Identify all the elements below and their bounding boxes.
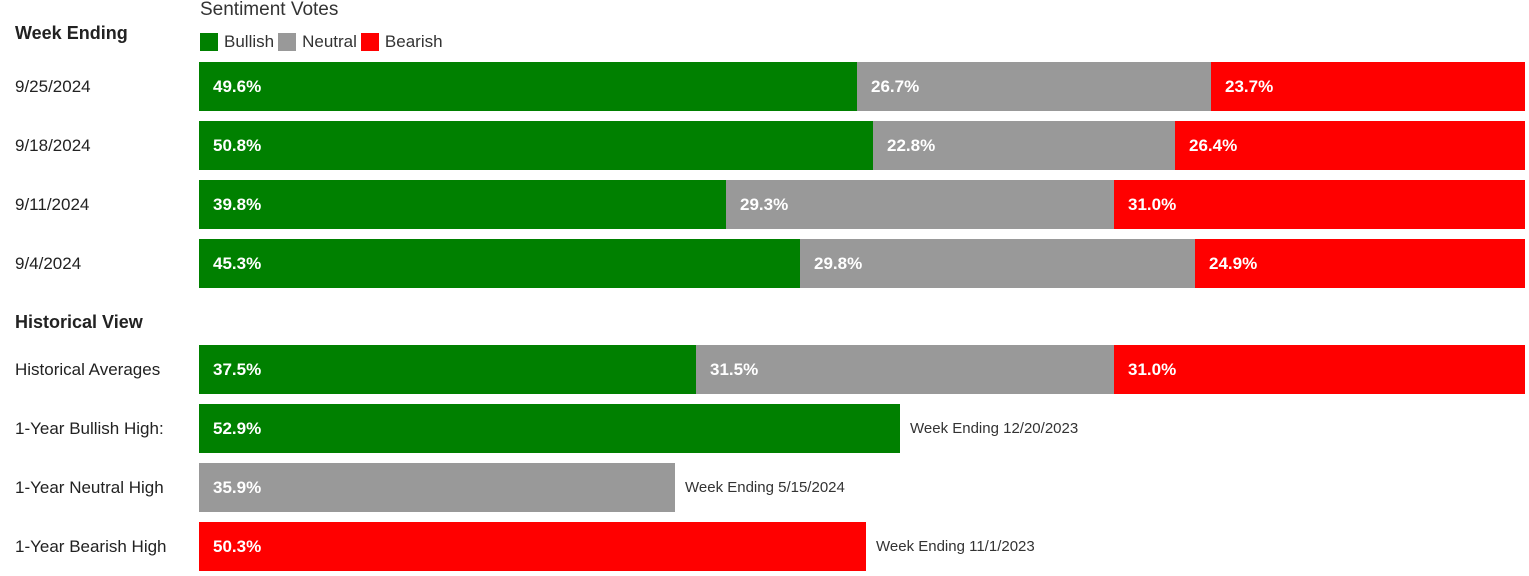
high-label: 1-Year Neutral High bbox=[15, 477, 164, 497]
historical-view-header: Historical View bbox=[15, 312, 143, 332]
week-ending-header: Week Ending bbox=[15, 23, 128, 43]
high-week-note: Week Ending 5/15/2024 bbox=[685, 479, 845, 496]
data-label: 23.7% bbox=[1225, 76, 1274, 96]
legend-item-neutral: Neutral bbox=[278, 32, 357, 52]
data-label: 52.9% bbox=[213, 418, 262, 438]
bar-segment-neutral: 29.8% bbox=[800, 239, 1195, 288]
week-bar: 45.3% 29.8% 24.9% bbox=[199, 239, 1525, 288]
bar-segment-bearish: 24.9% bbox=[1195, 239, 1525, 288]
data-label: 31.5% bbox=[710, 359, 759, 379]
data-label: 37.5% bbox=[213, 359, 262, 379]
bar-segment-bullish: 50.8% bbox=[199, 121, 873, 170]
week-label: 9/11/2024 bbox=[15, 194, 90, 214]
data-label: 29.3% bbox=[740, 194, 789, 214]
data-label: 31.0% bbox=[1128, 194, 1177, 214]
data-label: 26.7% bbox=[871, 76, 920, 96]
chart-title: Sentiment Votes bbox=[200, 0, 339, 20]
week-label: 9/18/2024 bbox=[15, 135, 91, 155]
legend-swatch-bearish bbox=[360, 33, 379, 51]
bar-segment-bullish: 37.5% bbox=[199, 345, 696, 394]
bar-segment-neutral: 26.7% bbox=[857, 62, 1211, 111]
bar-segment-bearish: 23.7% bbox=[1211, 62, 1525, 111]
data-label: 22.8% bbox=[887, 135, 936, 155]
week-bar: 39.8% 29.3% 31.0% bbox=[199, 180, 1525, 229]
legend: Bullish Neutral Bearish bbox=[200, 31, 447, 53]
high-bar: 35.9% Week Ending 5/15/2024 bbox=[199, 463, 1525, 512]
bar-segment-bullish: 45.3% bbox=[199, 239, 800, 288]
data-label: 50.3% bbox=[213, 536, 262, 556]
week-bar: 50.8% 22.8% 26.4% bbox=[199, 121, 1525, 170]
data-label: 50.8% bbox=[213, 135, 262, 155]
bar-segment-neutral: 22.8% bbox=[873, 121, 1175, 170]
bar-segment-neutral: 31.5% bbox=[696, 345, 1114, 394]
data-label: 49.6% bbox=[213, 76, 262, 96]
legend-swatch-bullish bbox=[200, 33, 218, 51]
data-label: 29.8% bbox=[814, 253, 863, 273]
bar-segment-bearish: 31.0% bbox=[1114, 345, 1525, 394]
historical-averages-bar: 37.5% 31.5% 31.0% bbox=[199, 345, 1525, 394]
high-label: 1-Year Bullish High: bbox=[15, 418, 164, 438]
legend-swatch-neutral bbox=[278, 33, 297, 51]
bar-segment-bearish: 50.3% bbox=[199, 522, 866, 571]
legend-label-bullish: Bullish bbox=[224, 32, 275, 51]
data-label: 39.8% bbox=[213, 194, 262, 214]
data-label: 45.3% bbox=[213, 253, 262, 273]
legend-label-bearish: Bearish bbox=[384, 32, 443, 51]
week-label: 9/4/2024 bbox=[15, 253, 82, 273]
data-label: 26.4% bbox=[1189, 135, 1238, 155]
bar-segment-bullish: 52.9% bbox=[199, 404, 900, 453]
legend-label-neutral: Neutral bbox=[302, 32, 357, 51]
data-label: 24.9% bbox=[1209, 253, 1258, 273]
high-label: 1-Year Bearish High bbox=[15, 536, 167, 556]
bar-segment-bullish: 49.6% bbox=[199, 62, 857, 111]
bar-segment-neutral: 29.3% bbox=[726, 180, 1114, 229]
high-week-note: Week Ending 11/1/2023 bbox=[876, 538, 1035, 555]
high-week-note: Week Ending 12/20/2023 bbox=[910, 420, 1079, 437]
high-bar: 52.9% Week Ending 12/20/2023 bbox=[199, 404, 1525, 453]
historical-averages-label: Historical Averages bbox=[15, 359, 161, 379]
legend-item-bullish: Bullish bbox=[200, 32, 274, 52]
week-label: 9/25/2024 bbox=[15, 76, 91, 96]
high-bar: 50.3% Week Ending 11/1/2023 bbox=[199, 522, 1525, 571]
bar-segment-bearish: 31.0% bbox=[1114, 180, 1525, 229]
bar-segment-bearish: 26.4% bbox=[1175, 121, 1525, 170]
legend-item-bearish: Bearish bbox=[360, 32, 443, 52]
data-label: 35.9% bbox=[213, 477, 262, 497]
bar-segment-bullish: 39.8% bbox=[199, 180, 726, 229]
bar-segment-neutral: 35.9% bbox=[199, 463, 675, 512]
data-label: 31.0% bbox=[1128, 359, 1177, 379]
week-bar: 49.6% 26.7% 23.7% bbox=[199, 62, 1525, 111]
